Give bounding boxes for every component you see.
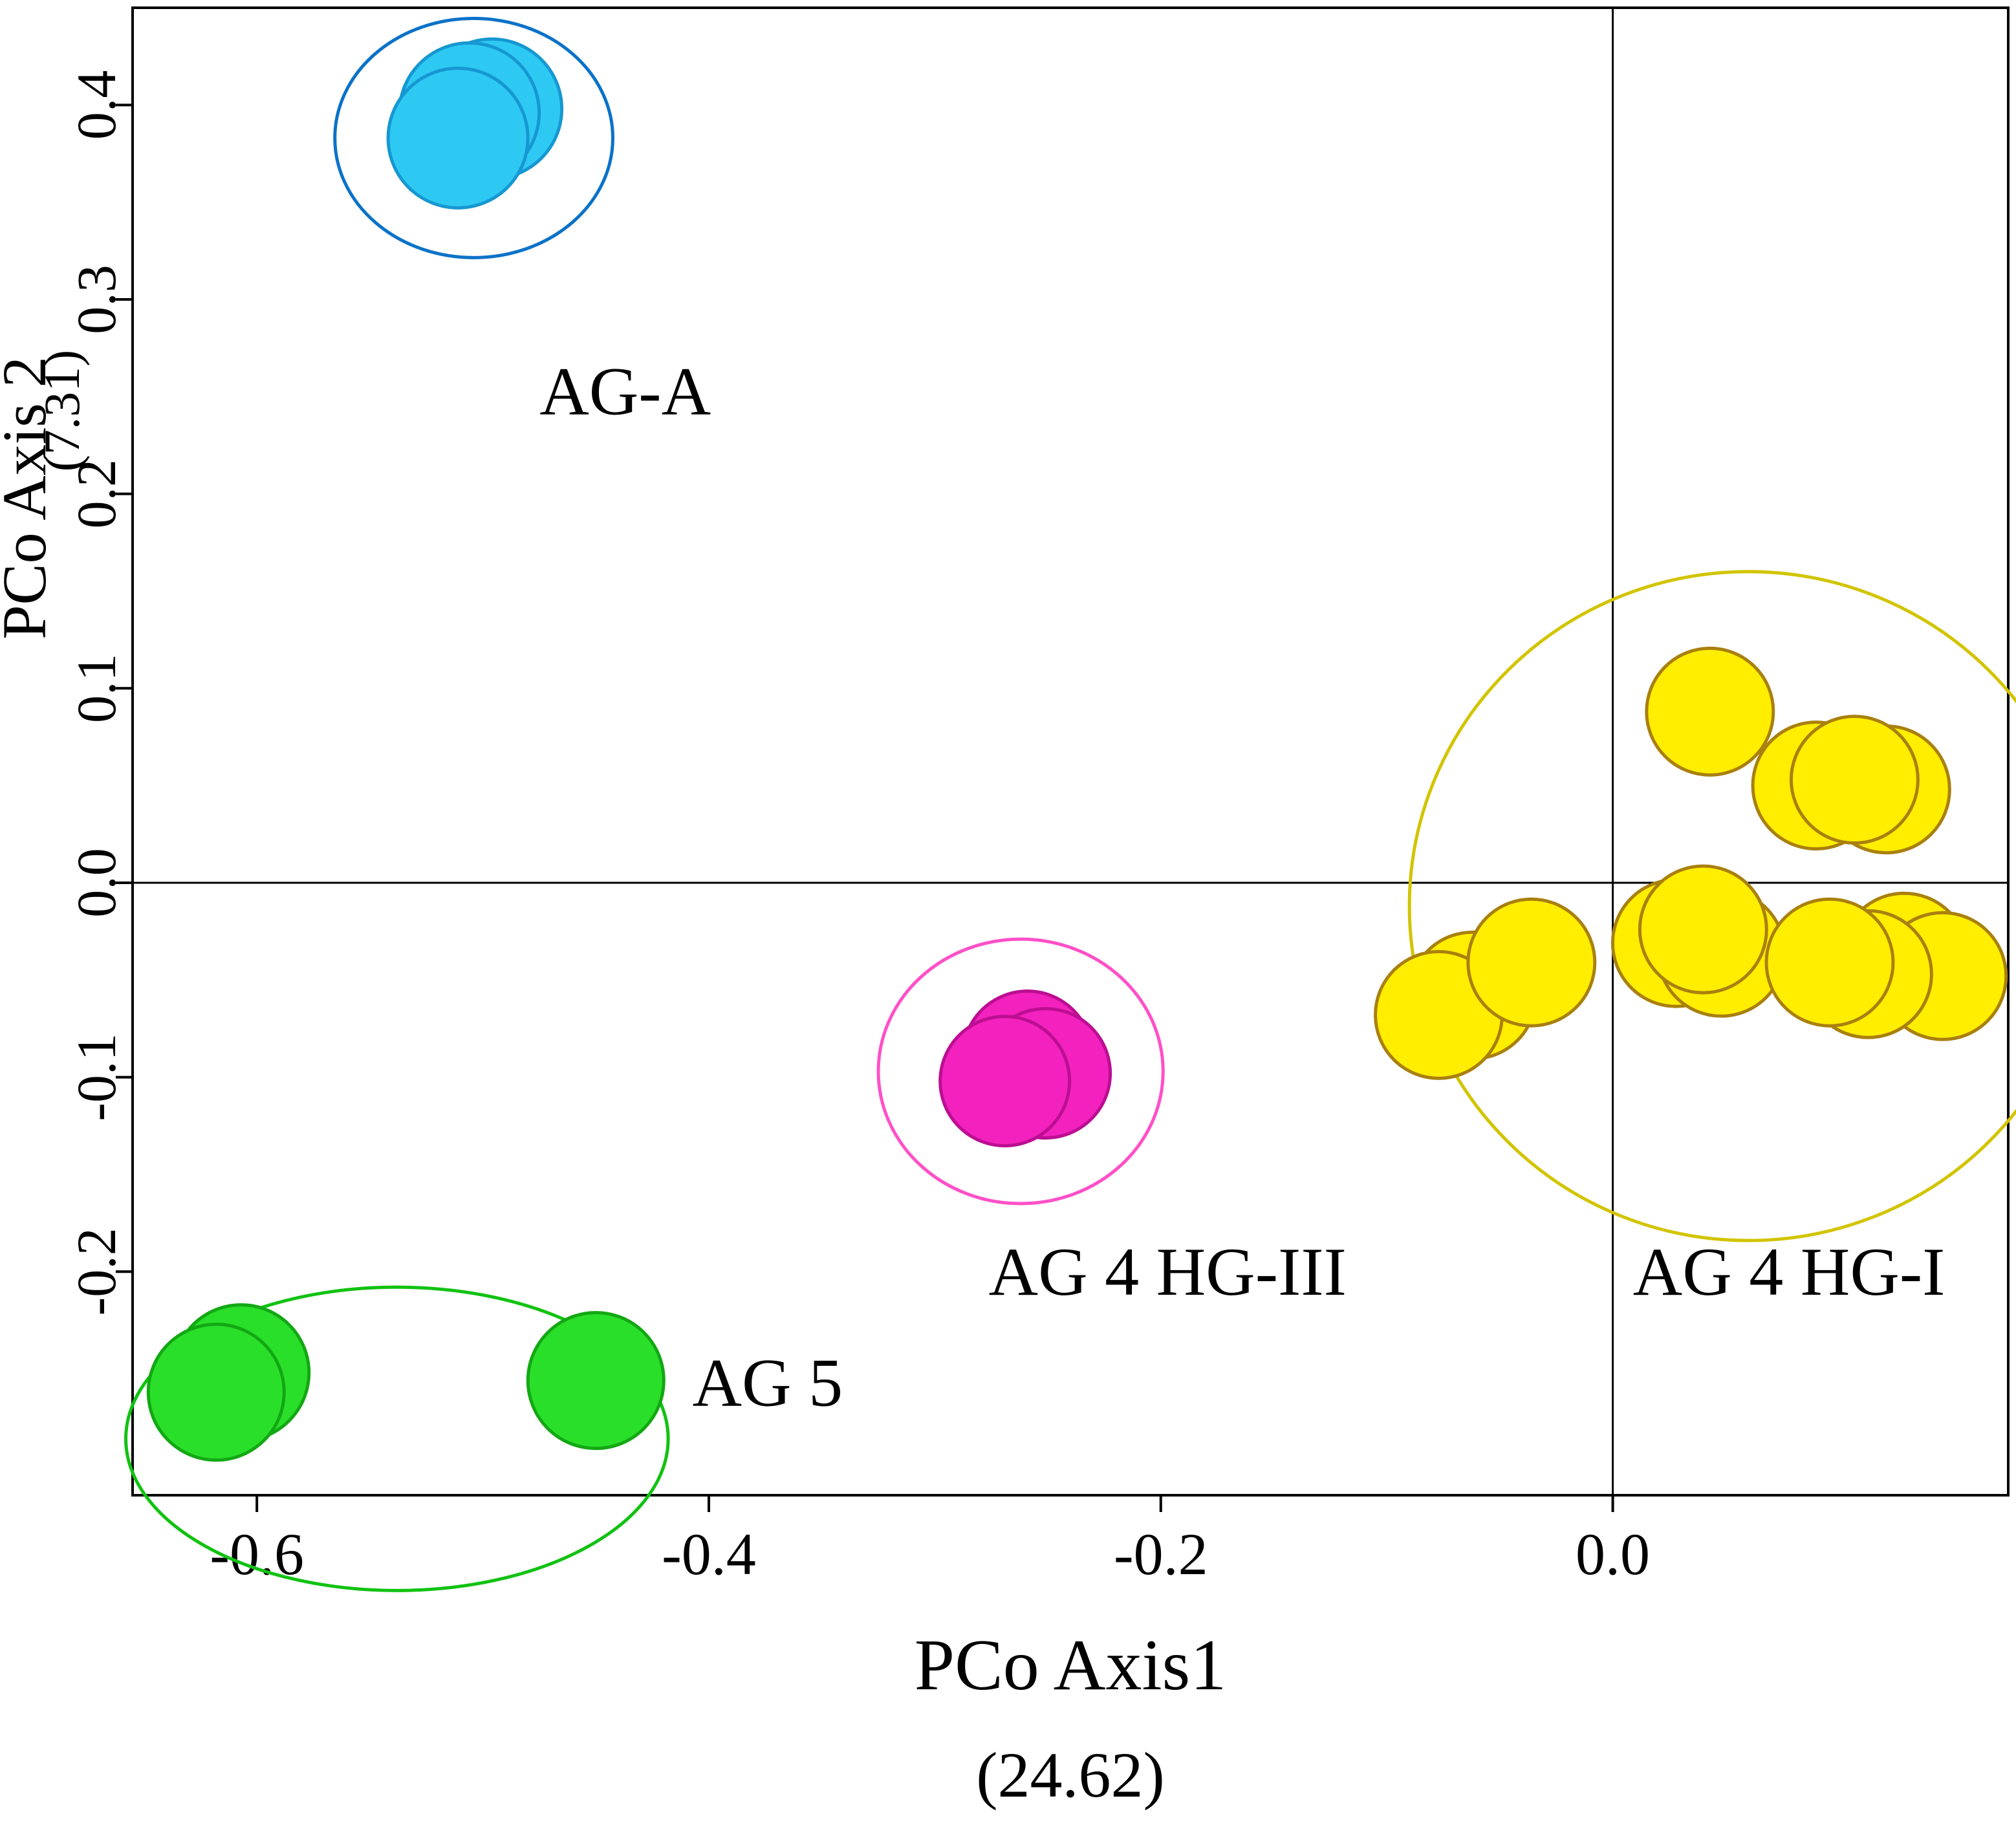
x-tick-label: -0.4 (662, 1521, 756, 1587)
x-tick-label: -0.2 (1114, 1521, 1208, 1587)
data-point (146, 1323, 286, 1462)
y-tick-label: 0.2 (65, 459, 127, 529)
x-tick-label: -0.6 (210, 1521, 304, 1587)
data-point (1789, 715, 1920, 845)
cluster-ellipse (1407, 570, 2016, 1242)
cluster-ag-a: AG-A (333, 17, 711, 429)
data-point (1764, 897, 1895, 1028)
data-point (1466, 897, 1597, 1028)
data-point (386, 66, 530, 210)
cluster-ag-5: AG 5 (124, 1285, 843, 1592)
cluster-ellipse (876, 937, 1165, 1206)
cluster-label: AG-A (539, 353, 711, 429)
data-point (1638, 864, 1768, 995)
data-point (1645, 646, 1775, 777)
x-axis-title: PCo Axis1 (915, 1625, 1226, 1705)
y-tick-label: 0.0 (65, 848, 127, 918)
data-point (938, 1015, 1072, 1148)
x-axis-variance: (24.62) (976, 1739, 1165, 1811)
cluster-ellipse (124, 1285, 670, 1592)
cluster-label: AG 5 (693, 1345, 843, 1421)
data-point (526, 1311, 666, 1451)
cluster-ellipse (333, 17, 614, 259)
y-tick-label: -0.2 (65, 1227, 127, 1315)
cluster-label: AG 4 HG-III (989, 1234, 1347, 1310)
cluster-label: AG 4 HG-I (1633, 1234, 1946, 1310)
y-tick-label: 0.4 (65, 70, 127, 140)
y-axis-title: PCo Axis 2 (0, 356, 59, 639)
y-tick-label: 0.3 (65, 265, 127, 334)
y-axis-variance: (7.31) (34, 350, 90, 471)
cluster-ag-4-hg-i: AG 4 HG-I (1374, 570, 2016, 1310)
x-tick-label: 0.0 (1576, 1521, 1650, 1587)
cluster-ag-4-hg-iii: AG 4 HG-III (876, 937, 1347, 1310)
y-tick-label: 0.1 (65, 654, 127, 724)
y-tick-label: -0.1 (65, 1033, 127, 1121)
